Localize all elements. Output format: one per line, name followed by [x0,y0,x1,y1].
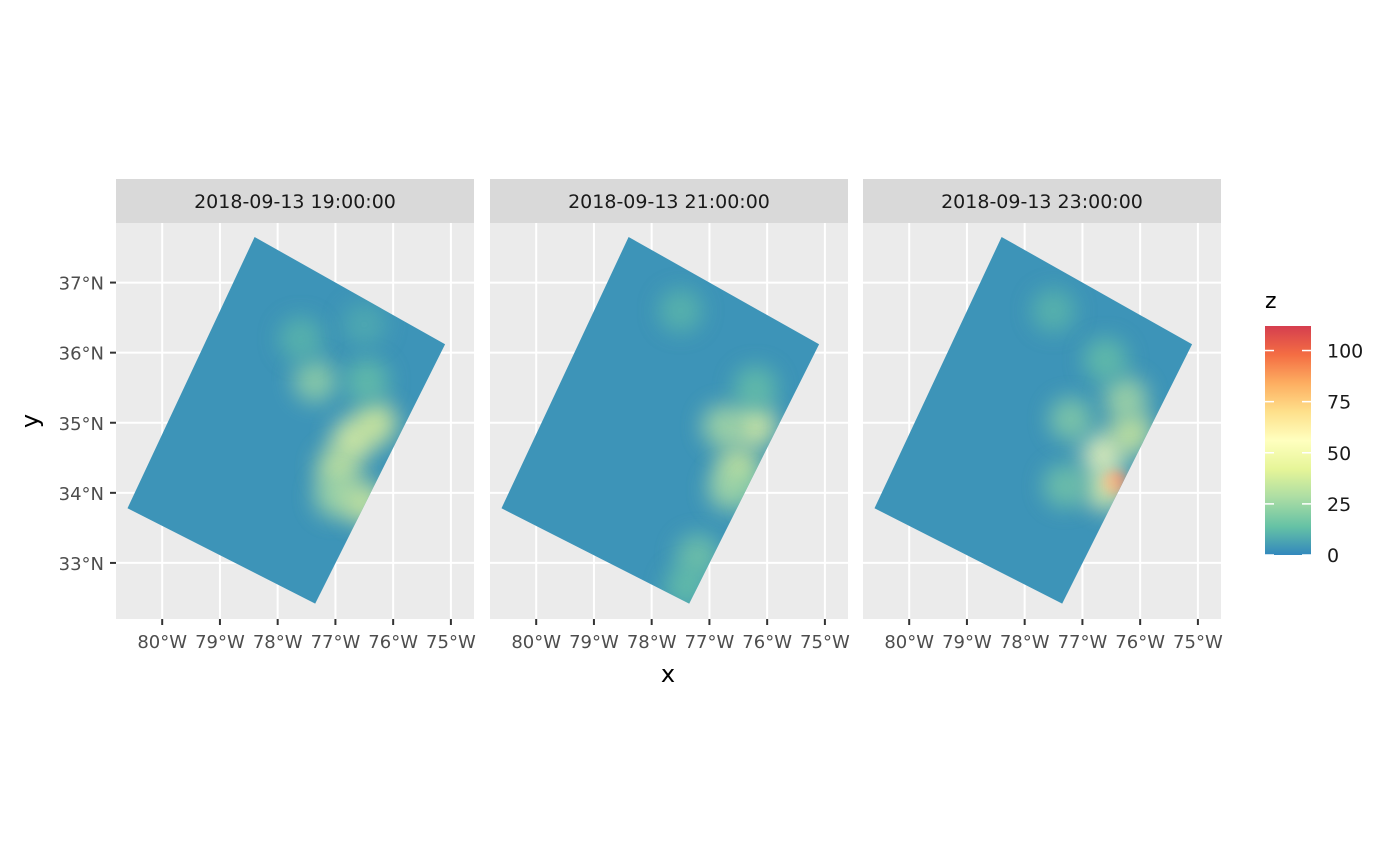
y-tick-label: 36°N [59,344,104,365]
heat-cell [353,400,398,445]
y-tick-label: 33°N [59,554,104,575]
heat-cell [1048,397,1093,442]
facet-panel: 2018-09-13 21:00:00 80°W 79°W 78°W 77°W 76°W 7… [490,179,850,653]
x-tick-label: 76°W [742,632,792,653]
legend-label: 50 [1327,443,1351,465]
legend-title: z [1265,289,1277,314]
x-tick-label: 75°W [800,632,850,653]
facet-strip [863,179,1221,223]
legend-label: 0 [1327,545,1339,567]
heat-cell [1043,463,1088,508]
facet-panel: 2018-09-13 23:00:00 80°W 79°W 78°W 77°W 76°W 7… [863,179,1223,653]
legend-label: 75 [1327,392,1351,414]
facet-strip [490,179,848,223]
heat-cell [342,302,387,347]
data-domain [501,237,820,604]
heat-cell [293,358,338,403]
data-domain [874,237,1193,604]
x-tick-label: 80°W [137,632,187,653]
facet-strip-label: 2018-09-13 19:00:00 [194,191,396,213]
x-tick-label: 77°W [685,632,735,653]
x-tick-label: 77°W [1058,632,1108,653]
heat-cell [1083,337,1128,382]
facet-strip-label: 2018-09-13 23:00:00 [941,191,1143,213]
heat-cell [707,467,752,512]
x-tick-label: 76°W [1115,632,1165,653]
heat-cell [1031,288,1076,333]
x-tick-label: 78°W [627,632,677,653]
y-axis-title: y [16,414,44,428]
facets-layer: 2018-09-13 19:00:00 80°W 79°W 78°W 77°W 76°W 7… [59,179,1223,653]
x-tick-label: 78°W [1000,632,1050,653]
legend-label: 25 [1327,494,1351,516]
facet-panel: 2018-09-13 19:00:00 80°W 79°W 78°W 77°W 76°W 7… [59,179,476,653]
heat-cell [278,316,323,361]
x-tick-label: 79°W [195,632,245,653]
x-tick-label: 80°W [884,632,934,653]
legend-colorbar [1265,326,1311,555]
heat-cell [1103,376,1148,421]
heat-cell [701,404,746,449]
legend-label: 100 [1327,341,1363,363]
x-tick-label: 75°W [1173,632,1223,653]
x-tick-label: 79°W [569,632,619,653]
y-tick-label: 35°N [59,414,104,435]
x-axis-title: x [661,660,675,688]
x-tick-label: 78°W [253,632,303,653]
heat-cell [345,358,390,403]
x-tick-label: 77°W [311,632,361,653]
facet-strip-label: 2018-09-13 21:00:00 [568,191,770,213]
y-tick-label: 34°N [59,484,104,505]
heat-cell [733,404,778,449]
y-tick-label: 37°N [59,274,104,295]
x-tick-label: 75°W [426,632,476,653]
heat-cell [658,288,703,333]
x-tick-label: 79°W [942,632,992,653]
x-tick-label: 76°W [368,632,418,653]
x-tick-label: 80°W [511,632,561,653]
value-features [1031,288,1154,512]
facet-strip [116,179,474,223]
heat-cell [733,365,778,410]
legend: z 0 25 50 75 100 [1265,289,1363,567]
